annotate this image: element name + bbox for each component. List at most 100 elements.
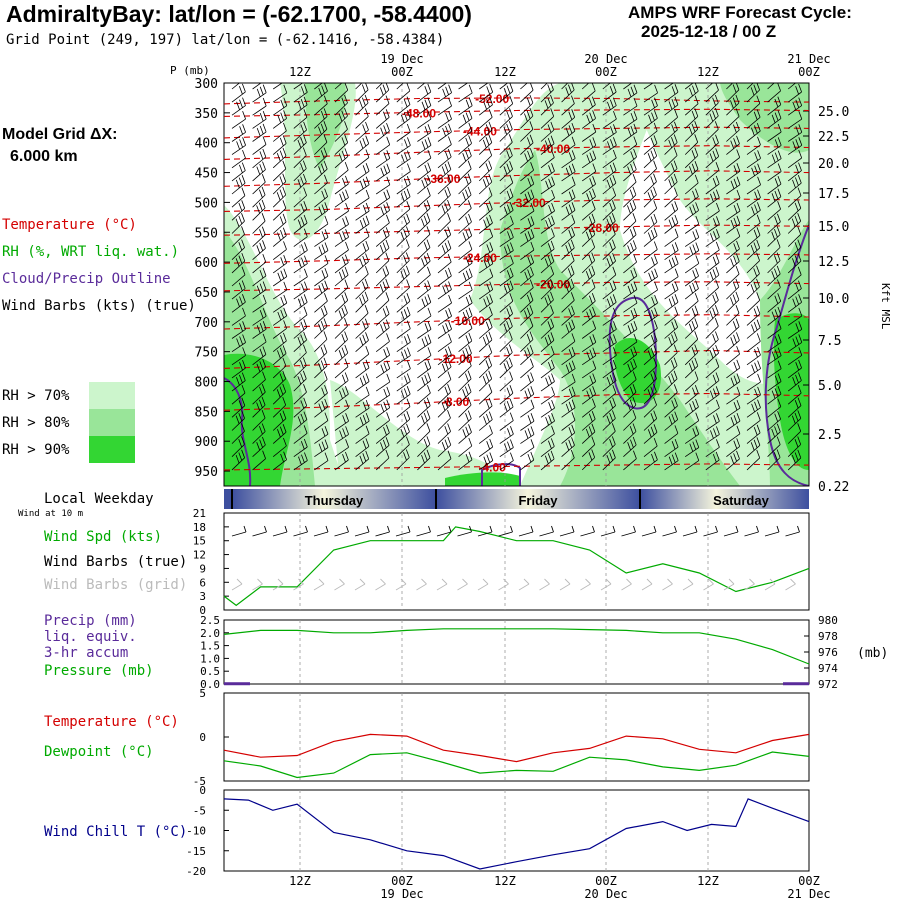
wind-barb [499, 293, 514, 313]
temperature-contour [224, 170, 809, 187]
wind-barb [726, 332, 740, 353]
wind-barb [252, 136, 267, 155]
wind-barb [396, 96, 411, 116]
wind-barb-grid [764, 578, 776, 591]
wind-barb [458, 451, 473, 471]
wind-barb [499, 318, 513, 339]
wind-barb [252, 110, 267, 129]
wind-barb [437, 396, 451, 418]
wind-barb [643, 410, 658, 431]
wind-barb [499, 229, 514, 247]
wind-barb [623, 161, 637, 182]
wind-barb [726, 121, 740, 142]
wind-barb [726, 135, 740, 155]
wind-barb [726, 318, 740, 339]
wind-barb [272, 424, 287, 444]
wind-barb [396, 163, 411, 182]
wind-barb [375, 122, 390, 142]
wind-barb [499, 83, 514, 103]
wind-barb [664, 281, 679, 300]
temp-tick-label: 0 [199, 731, 206, 744]
wind-barb [705, 83, 714, 90]
wind-barb [561, 278, 575, 300]
wind-barb [787, 239, 802, 260]
wind-barb [561, 202, 576, 221]
wind-barb [540, 83, 548, 90]
wind-barb [417, 449, 431, 471]
wind-barb [272, 332, 287, 353]
wind-barb-true [518, 525, 534, 537]
wind-barb [767, 385, 782, 405]
wind-barb [355, 94, 369, 116]
wind-barb [314, 412, 329, 431]
wind-barb [684, 215, 700, 234]
wind-barb [787, 226, 802, 247]
wind-barb [643, 268, 658, 287]
wind-barb [787, 124, 803, 142]
wind-barb [293, 331, 307, 352]
wind-barb [478, 121, 493, 142]
kft-tick-label: 17.5 [818, 187, 849, 202]
wind-barb [726, 83, 740, 103]
wind-barb [664, 96, 679, 116]
temperature-contour-label: -36.00 [426, 172, 460, 186]
wind-barb [643, 186, 657, 208]
wind-barb [314, 452, 329, 471]
kft-tick-label: 5.0 [818, 379, 841, 394]
wind-barb-true [744, 525, 759, 537]
wind-barb [623, 123, 638, 142]
wind-barb [396, 265, 410, 287]
precip-tick-label: 0.5 [200, 665, 220, 678]
wind-barb [520, 399, 535, 418]
wind-barb [314, 426, 329, 444]
wind-barb [437, 371, 452, 392]
wind-barb [540, 94, 554, 116]
wind-barb [252, 346, 267, 366]
wind-barb [458, 147, 472, 169]
wind-barb [520, 216, 535, 234]
wind-barb [684, 83, 694, 90]
wind-barb [705, 241, 720, 261]
wind-barb [643, 320, 658, 339]
wind-barb [437, 423, 451, 444]
wind-barb [396, 83, 411, 103]
wind-barb [623, 226, 637, 247]
wind-barb [437, 358, 452, 379]
wind-barb-grid [416, 578, 427, 591]
hour-tick-label: 12Z [494, 65, 516, 79]
wind-barb [561, 252, 575, 274]
windchill-tick-label: -15 [186, 845, 206, 858]
wind-barb [540, 121, 555, 142]
wind-barb [602, 137, 617, 155]
wind-barb [231, 449, 245, 471]
wind-barb [767, 411, 781, 431]
hour-tick-label: 00Z [595, 65, 617, 79]
wind-barb [602, 436, 616, 457]
wind-barb [726, 438, 741, 458]
temperature-contour [224, 126, 809, 139]
wind-barb [746, 449, 761, 471]
wind-barb [746, 227, 761, 247]
wind-barb [375, 189, 391, 208]
cloud-legend: Cloud/Precip Outline [2, 271, 171, 287]
wind-barb [787, 397, 802, 418]
wind-barb [726, 373, 741, 392]
wind-barb [499, 121, 513, 142]
wind-barb [664, 268, 679, 287]
wind-barb [581, 213, 596, 234]
wind-barb [396, 398, 411, 418]
wind-barb [726, 176, 741, 195]
pressure-tick-label: 700 [195, 316, 218, 331]
wind-barb [561, 163, 576, 182]
wind-barb [664, 134, 678, 155]
wind-barb [643, 437, 658, 458]
wind-barb [520, 83, 534, 103]
wind-barb [520, 134, 534, 155]
wind-barb [252, 226, 266, 247]
wind-barb [293, 452, 308, 471]
wind-tick-label: 18 [193, 521, 206, 534]
wind-barb [623, 384, 637, 405]
wind-barb [458, 227, 473, 247]
wind-barb-grid [641, 578, 653, 591]
wind-barb [787, 213, 802, 234]
